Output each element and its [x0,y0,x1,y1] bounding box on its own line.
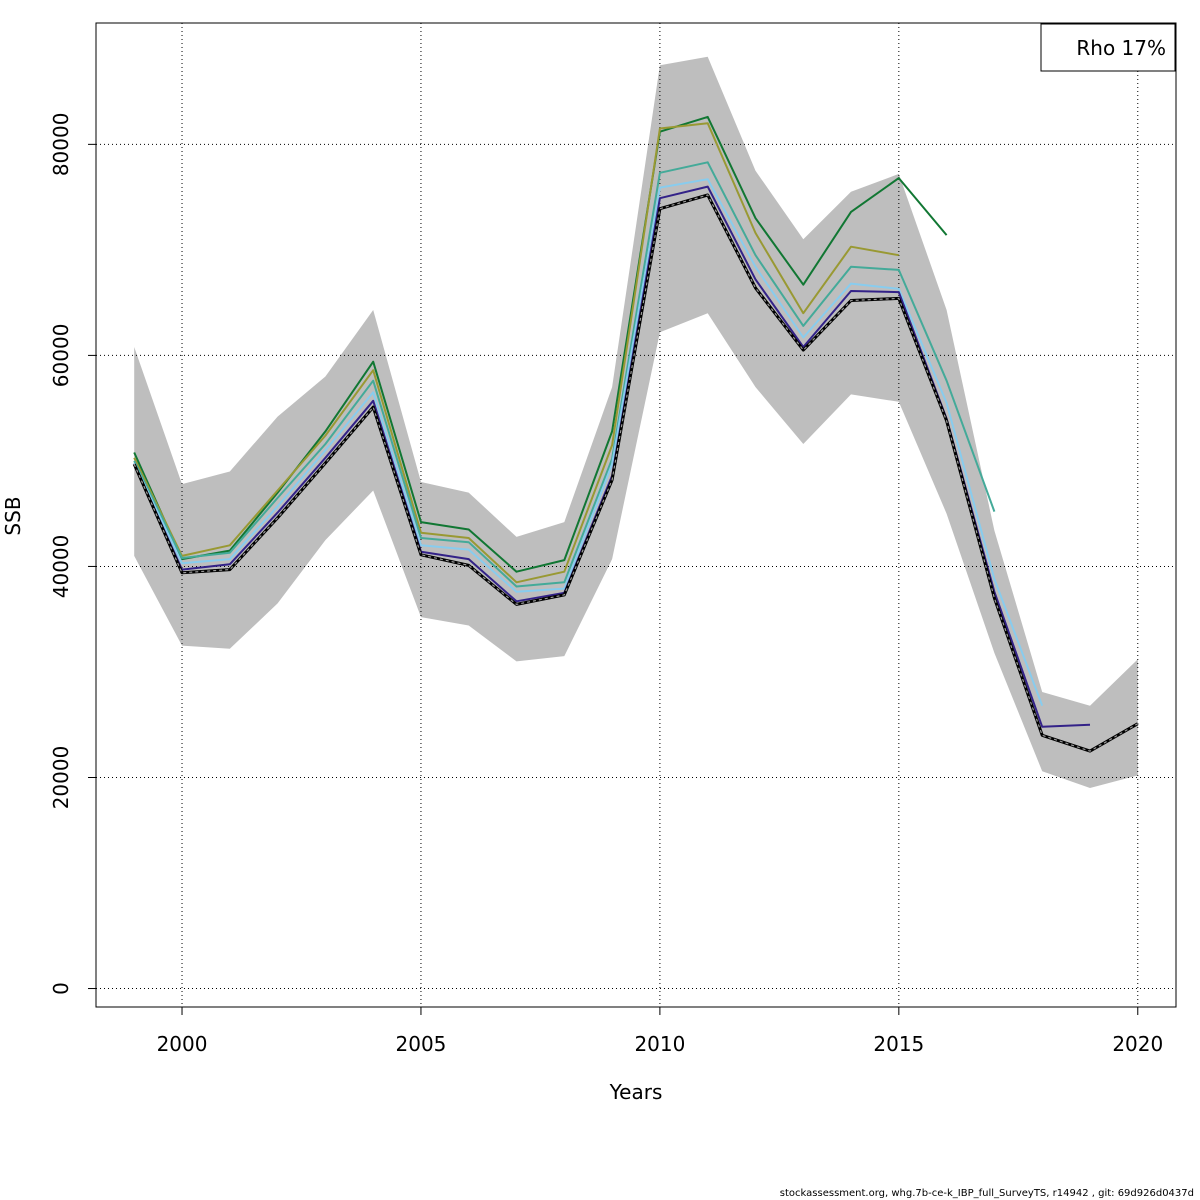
x-tick-label: 2005 [396,1032,447,1056]
series-line-2 [133,122,899,584]
x-tick-label: 2000 [157,1032,208,1056]
legend-box: Rho 17% [1040,23,1176,72]
confidence-band-layer [134,56,1138,789]
y-tick-label: 0 [49,982,73,995]
series-line-6-dash [133,194,1139,752]
series-line-1 [133,115,948,573]
y-tick-label: 80000 [49,113,73,177]
x-tick-label: 2015 [873,1032,924,1056]
x-axis-label: Years [609,1080,663,1104]
series-line-4 [133,178,1044,707]
y-axis-label: SSB [1,496,25,535]
y-tick-label: 40000 [49,535,73,599]
legend-text: Rho 17% [1076,36,1166,60]
x-tick-label: 2020 [1112,1032,1163,1056]
series-layer [132,115,1139,753]
y-tick-label: 60000 [49,324,73,388]
x-tick-label: 2010 [634,1032,685,1056]
y-tick-label: 20000 [49,746,73,810]
series-line-3 [133,161,996,588]
confidence-band [134,56,1138,789]
footer-credit: stockassessment.org, whg.7b-ce-k_IBP_ful… [779,1188,1194,1199]
axis-layer: 2000 2005 2010 2015 2020 0 20000 40000 60000 8000… [49,113,1163,1056]
plot-frame [95,22,1177,1008]
